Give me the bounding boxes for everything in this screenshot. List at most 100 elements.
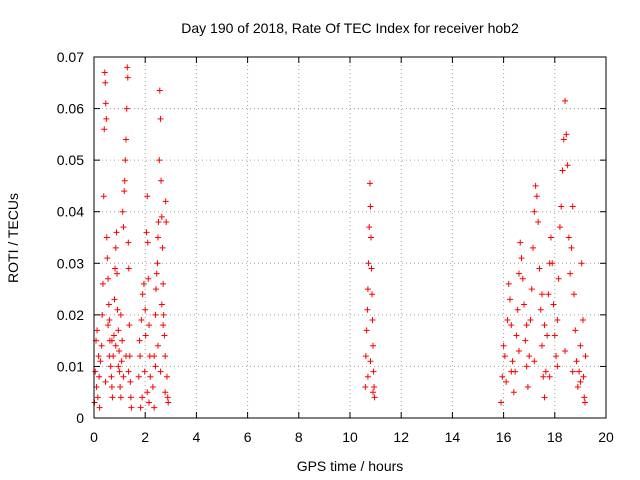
data-point [153, 270, 160, 277]
data-point [127, 378, 134, 385]
data-point [155, 219, 162, 226]
data-point [103, 115, 110, 122]
data-point [540, 373, 547, 380]
data-point [526, 353, 533, 360]
data-point [515, 270, 522, 277]
data-point [160, 280, 167, 287]
data-point [500, 342, 507, 349]
data-point [515, 347, 522, 354]
data-point [367, 358, 374, 365]
data-point [507, 296, 513, 303]
data-point [519, 275, 526, 282]
data-point [562, 347, 569, 354]
data-point [111, 296, 118, 303]
data-point [119, 208, 126, 215]
data-point [158, 213, 165, 220]
x-tick-label: 12 [393, 429, 409, 445]
data-point [144, 239, 151, 246]
data-point [127, 394, 134, 401]
data-point [114, 270, 121, 277]
data-point [371, 394, 378, 401]
data-point [509, 358, 516, 365]
data-point [160, 311, 167, 318]
x-tick-label: 2 [141, 429, 149, 445]
data-point [535, 219, 542, 226]
data-point [106, 353, 113, 360]
data-point [369, 317, 376, 324]
data-point [101, 69, 108, 76]
data-point [554, 317, 561, 324]
data-point [508, 322, 515, 329]
data-point [578, 260, 585, 267]
data-points [91, 64, 589, 411]
x-tick-label: 20 [598, 429, 614, 445]
data-point [367, 203, 374, 210]
data-point [522, 337, 529, 344]
data-point [533, 193, 540, 200]
data-point [564, 162, 571, 169]
data-point [559, 167, 566, 174]
data-point [125, 368, 132, 375]
data-point [536, 265, 543, 272]
y-tick-label: 0.01 [57, 358, 84, 374]
data-point [91, 399, 98, 406]
y-tick-label: 0 [76, 410, 84, 426]
data-point [551, 332, 558, 339]
data-point [531, 358, 538, 365]
x-tick-label: 0 [90, 429, 98, 445]
data-point [124, 74, 131, 81]
data-point [125, 265, 132, 272]
data-point [120, 373, 127, 380]
data-point [156, 87, 163, 94]
data-point [163, 373, 170, 380]
data-point [124, 64, 131, 71]
data-point [364, 373, 371, 380]
data-point [112, 244, 119, 251]
data-point [108, 373, 115, 380]
data-point [117, 311, 124, 318]
data-point [364, 286, 371, 293]
data-point [161, 332, 168, 339]
x-tick-label: 18 [547, 429, 563, 445]
data-point [572, 327, 579, 334]
data-point [94, 394, 101, 401]
data-point [542, 368, 549, 375]
y-tick-label: 0.03 [57, 255, 84, 271]
data-point [539, 291, 545, 298]
data-point [120, 224, 127, 231]
y-tick-label: 0.02 [57, 307, 84, 323]
data-point [93, 384, 100, 391]
data-point [556, 224, 563, 231]
data-point [94, 327, 101, 334]
x-tick-label: 16 [496, 429, 512, 445]
data-point [546, 373, 553, 380]
data-point [154, 260, 161, 267]
data-point [143, 229, 150, 236]
data-point [367, 234, 374, 241]
data-point [141, 368, 148, 375]
data-point [119, 337, 126, 344]
x-tick-label: 6 [244, 429, 252, 445]
data-point [363, 327, 370, 334]
data-point [116, 347, 123, 354]
data-point [366, 224, 373, 231]
data-point [115, 363, 122, 370]
data-point [157, 115, 164, 122]
data-point [577, 378, 584, 385]
data-point [97, 358, 104, 365]
data-point [105, 301, 112, 308]
data-point [152, 286, 159, 293]
data-point [528, 286, 535, 293]
data-point [523, 322, 530, 329]
data-point [149, 384, 156, 391]
data-point [123, 105, 130, 112]
data-point [144, 193, 151, 200]
data-point [101, 126, 108, 133]
data-point [147, 373, 154, 380]
data-point [510, 389, 517, 396]
data-point [152, 363, 159, 370]
data-point [518, 255, 525, 262]
data-point [115, 327, 122, 334]
data-point [105, 275, 112, 282]
data-point [99, 311, 106, 318]
